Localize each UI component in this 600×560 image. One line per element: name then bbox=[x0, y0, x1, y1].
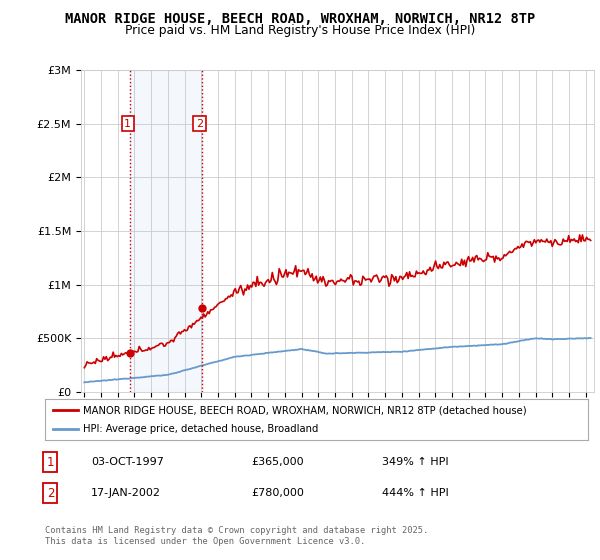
Text: MANOR RIDGE HOUSE, BEECH ROAD, WROXHAM, NORWICH, NR12 8TP (detached house): MANOR RIDGE HOUSE, BEECH ROAD, WROXHAM, … bbox=[83, 405, 527, 415]
Text: 1: 1 bbox=[124, 119, 131, 129]
Text: HPI: Average price, detached house, Broadland: HPI: Average price, detached house, Broa… bbox=[83, 424, 319, 433]
Text: MANOR RIDGE HOUSE, BEECH ROAD, WROXHAM, NORWICH, NR12 8TP: MANOR RIDGE HOUSE, BEECH ROAD, WROXHAM, … bbox=[65, 12, 535, 26]
Text: 03-OCT-1997: 03-OCT-1997 bbox=[91, 457, 164, 467]
Text: £780,000: £780,000 bbox=[251, 488, 304, 498]
Bar bbox=[130, 70, 202, 392]
Text: £365,000: £365,000 bbox=[251, 457, 304, 467]
Text: Contains HM Land Registry data © Crown copyright and database right 2025.
This d: Contains HM Land Registry data © Crown c… bbox=[45, 526, 428, 546]
Text: 1: 1 bbox=[47, 456, 54, 469]
Text: 2: 2 bbox=[196, 119, 203, 129]
Text: 444% ↑ HPI: 444% ↑ HPI bbox=[382, 488, 448, 498]
Text: Price paid vs. HM Land Registry's House Price Index (HPI): Price paid vs. HM Land Registry's House … bbox=[125, 24, 475, 37]
Text: 17-JAN-2002: 17-JAN-2002 bbox=[91, 488, 161, 498]
Text: 349% ↑ HPI: 349% ↑ HPI bbox=[382, 457, 448, 467]
Text: 2: 2 bbox=[47, 487, 54, 500]
